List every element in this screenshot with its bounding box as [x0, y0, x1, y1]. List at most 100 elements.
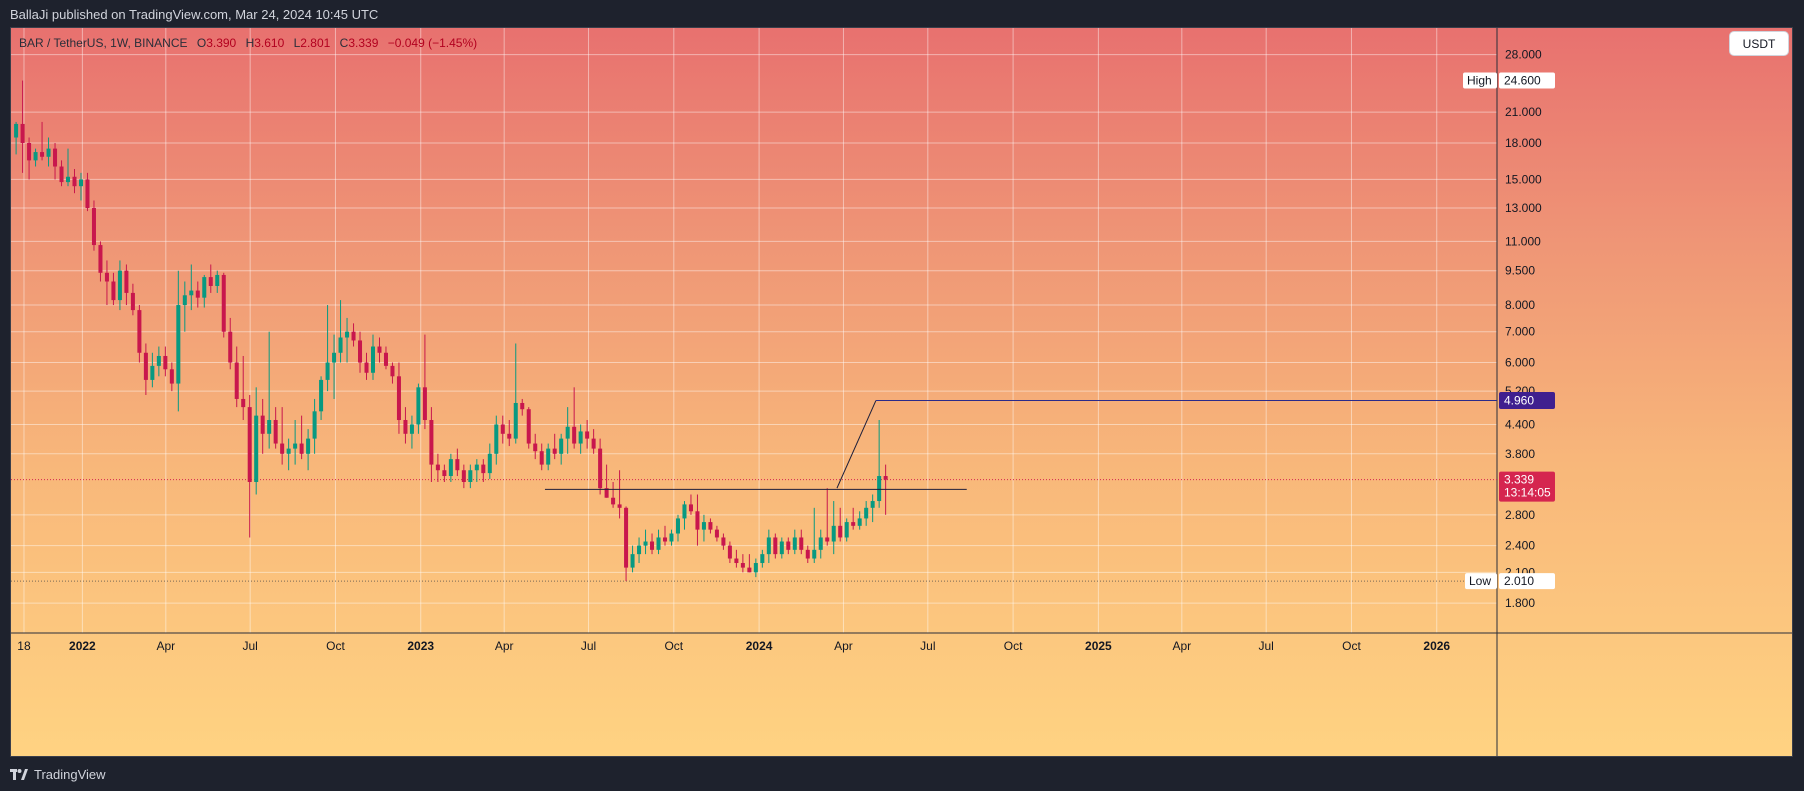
- candle-body[interactable]: [883, 476, 888, 480]
- candle-body[interactable]: [358, 340, 363, 363]
- candle-body[interactable]: [351, 331, 356, 341]
- candle-body[interactable]: [792, 537, 797, 550]
- candle-body[interactable]: [611, 497, 616, 505]
- candle-body[interactable]: [734, 558, 739, 564]
- candle-body[interactable]: [325, 362, 330, 380]
- candle-body[interactable]: [630, 554, 635, 568]
- candle-body[interactable]: [877, 476, 882, 502]
- candle-body[interactable]: [254, 415, 259, 482]
- candle-body[interactable]: [416, 387, 421, 425]
- candle-body[interactable]: [643, 541, 648, 546]
- candle-body[interactable]: [293, 443, 298, 449]
- candle-body[interactable]: [429, 420, 434, 465]
- candle-body[interactable]: [708, 522, 713, 530]
- candle-body[interactable]: [241, 398, 246, 408]
- candle-body[interactable]: [656, 537, 661, 550]
- candle-body[interactable]: [714, 529, 719, 538]
- candle-body[interactable]: [494, 424, 499, 454]
- candle-body[interactable]: [598, 448, 603, 489]
- candle-body[interactable]: [319, 379, 324, 412]
- candle-body[interactable]: [500, 424, 505, 434]
- candle-body[interactable]: [591, 438, 596, 449]
- candle-body[interactable]: [526, 409, 531, 444]
- candle-body[interactable]: [137, 310, 142, 353]
- candle-body[interactable]: [539, 451, 544, 465]
- candle-body[interactable]: [286, 448, 291, 454]
- candle-body[interactable]: [189, 290, 194, 296]
- candle-body[interactable]: [111, 281, 116, 301]
- candle-body[interactable]: [779, 541, 784, 555]
- chart-frame[interactable]: 28.000 21.000 18.000 15.000 13.000 11.000 9.50…: [10, 27, 1793, 757]
- candle-body[interactable]: [85, 179, 90, 209]
- candle-body[interactable]: [14, 123, 19, 138]
- candle-body[interactable]: [280, 443, 285, 454]
- candle-body[interactable]: [390, 365, 395, 377]
- candle-body[interactable]: [474, 464, 479, 471]
- currency-unit-button[interactable]: USDT: [1729, 31, 1789, 56]
- candle-body[interactable]: [682, 504, 687, 519]
- candle-body[interactable]: [435, 464, 440, 471]
- candle-body[interactable]: [688, 504, 693, 512]
- candle-body[interactable]: [650, 541, 655, 550]
- candle-body[interactable]: [760, 554, 765, 564]
- candle-body[interactable]: [306, 438, 311, 454]
- candle-body[interactable]: [552, 448, 557, 454]
- candle-body[interactable]: [565, 426, 570, 439]
- candle-body[interactable]: [312, 411, 317, 439]
- candle-body[interactable]: [396, 376, 401, 421]
- candle-body[interactable]: [442, 470, 447, 477]
- candle-body[interactable]: [65, 176, 71, 183]
- candle-body[interactable]: [176, 305, 181, 384]
- candle-body[interactable]: [403, 420, 408, 434]
- candle-body[interactable]: [559, 438, 564, 454]
- candle-body[interactable]: [747, 567, 752, 573]
- candle-body[interactable]: [740, 563, 745, 568]
- candle-body[interactable]: [364, 362, 369, 373]
- candle-body[interactable]: [825, 537, 830, 542]
- candle-body[interactable]: [546, 448, 551, 465]
- tradingview-logo[interactable]: TradingView: [10, 766, 106, 782]
- candle-body[interactable]: [117, 270, 122, 301]
- candle-body[interactable]: [104, 272, 109, 282]
- candle-body[interactable]: [857, 518, 862, 526]
- candle-body[interactable]: [727, 545, 732, 559]
- candle-body[interactable]: [513, 402, 518, 439]
- candle-body[interactable]: [345, 331, 350, 338]
- candle-body[interactable]: [156, 355, 161, 366]
- candle-body[interactable]: [143, 352, 148, 380]
- candle-body[interactable]: [169, 369, 174, 384]
- candle-body[interactable]: [370, 346, 376, 373]
- candle-body[interactable]: [409, 424, 414, 434]
- candle-body[interactable]: [234, 362, 239, 399]
- candle-body[interactable]: [695, 511, 700, 530]
- candle-body[interactable]: [332, 352, 337, 363]
- candle-body[interactable]: [338, 337, 343, 353]
- candle-body[interactable]: [124, 270, 129, 293]
- candle-body[interactable]: [72, 176, 77, 187]
- candle-body[interactable]: [468, 470, 473, 482]
- candle-body[interactable]: [46, 148, 51, 157]
- candle-body[interactable]: [273, 420, 278, 444]
- candle-body[interactable]: [461, 470, 466, 482]
- candle-body[interactable]: [195, 290, 200, 298]
- candle-body[interactable]: [299, 443, 304, 454]
- candle-body[interactable]: [721, 537, 726, 546]
- candle-body[interactable]: [818, 537, 823, 550]
- candle-body[interactable]: [267, 420, 272, 434]
- candle-body[interactable]: [812, 549, 817, 559]
- candle-body[interactable]: [799, 537, 804, 550]
- candle-body[interactable]: [572, 426, 577, 444]
- candle-body[interactable]: [870, 501, 875, 508]
- candle-body[interactable]: [182, 295, 187, 306]
- candle-body[interactable]: [150, 365, 155, 380]
- candle-body[interactable]: [604, 488, 609, 498]
- candle-body[interactable]: [481, 464, 486, 474]
- candle-body[interactable]: [805, 549, 810, 559]
- candle-body[interactable]: [33, 152, 38, 161]
- candle-body[interactable]: [228, 331, 233, 363]
- candle-body[interactable]: [766, 537, 771, 555]
- candle-body[interactable]: [831, 525, 836, 542]
- candle-body[interactable]: [637, 545, 642, 555]
- candle-body[interactable]: [422, 387, 427, 421]
- candle-body[interactable]: [455, 459, 460, 471]
